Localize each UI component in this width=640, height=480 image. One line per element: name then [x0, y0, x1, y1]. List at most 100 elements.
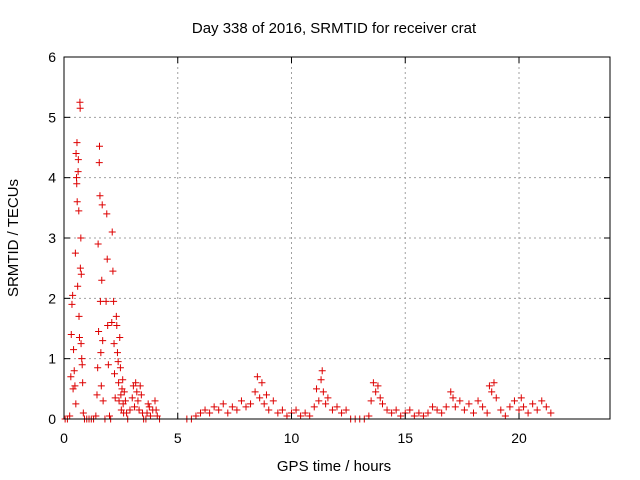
data-point [66, 412, 74, 420]
data-point [73, 198, 81, 206]
data-point [242, 403, 250, 411]
data-point [72, 400, 80, 408]
data-point [313, 385, 321, 393]
data-point [388, 409, 396, 417]
data-point [75, 334, 83, 342]
data-point [315, 397, 323, 405]
data-point [104, 321, 112, 329]
y-tick-label: 0 [48, 411, 56, 427]
data-point [228, 403, 236, 411]
data-point [317, 376, 325, 384]
data-point [94, 364, 102, 372]
data-point [112, 312, 120, 320]
data-point [121, 397, 129, 405]
data-point [456, 397, 464, 405]
data-point [297, 412, 305, 420]
y-tick-label: 4 [48, 170, 56, 186]
data-point [542, 403, 550, 411]
data-point [109, 267, 117, 275]
data-point [533, 406, 541, 414]
data-point [134, 397, 142, 405]
data-point [324, 394, 332, 402]
data-point [73, 174, 81, 182]
data-point [520, 403, 528, 411]
data-point [133, 388, 141, 396]
data-point [433, 406, 441, 414]
x-tick-label: 10 [284, 430, 300, 446]
data-point [369, 379, 377, 387]
x-tick-label: 20 [511, 430, 527, 446]
data-point [70, 367, 78, 375]
data-point [233, 406, 241, 414]
y-tick-label: 6 [48, 49, 56, 65]
data-point [392, 406, 400, 414]
data-point [460, 406, 468, 414]
data-point [115, 397, 123, 405]
data-point [77, 340, 85, 348]
data-point [115, 379, 123, 387]
data-point [210, 403, 218, 411]
data-point [278, 406, 286, 414]
data-point [219, 400, 227, 408]
data-point [485, 382, 493, 390]
data-point [376, 394, 384, 402]
data-point [76, 104, 84, 112]
data-point [116, 364, 124, 372]
data-point [470, 409, 477, 417]
data-point [322, 400, 330, 408]
data-point [524, 409, 532, 417]
data-point [145, 403, 153, 411]
y-tick-label: 2 [48, 290, 56, 306]
data-point [72, 150, 80, 158]
y-tick-label: 3 [48, 230, 56, 246]
data-point [419, 412, 427, 420]
data-point [251, 388, 259, 396]
data-point [92, 412, 100, 420]
data-point [137, 391, 145, 399]
data-point [447, 388, 455, 396]
data-point [93, 391, 101, 399]
data-points [61, 98, 555, 423]
data-point [333, 403, 341, 411]
data-point [258, 379, 266, 387]
data-point [74, 156, 82, 164]
data-point [96, 192, 104, 200]
data-point [99, 397, 107, 405]
data-point [319, 388, 327, 396]
data-point [95, 159, 103, 167]
data-point [69, 385, 77, 393]
data-point [77, 234, 85, 242]
data-point [99, 337, 107, 345]
data-point [342, 406, 350, 414]
data-point [79, 379, 87, 387]
data-point [116, 334, 124, 342]
data-point [490, 379, 498, 387]
chart-title: Day 338 of 2016, SRMTID for receiver cra… [192, 20, 477, 37]
data-point [144, 400, 152, 408]
data-point [74, 168, 82, 176]
data-point [117, 391, 125, 399]
data-point [367, 397, 375, 405]
data-point [128, 394, 136, 402]
data-point [529, 400, 537, 408]
data-point [110, 297, 118, 305]
data-point [73, 180, 81, 188]
data-point [269, 397, 277, 405]
data-point [224, 409, 232, 417]
data-point [151, 397, 159, 405]
data-point [253, 373, 261, 381]
data-point [103, 210, 111, 218]
data-point [474, 397, 482, 405]
data-point [465, 400, 473, 408]
data-point [256, 394, 264, 402]
data-point [123, 409, 131, 417]
data-point [318, 367, 326, 375]
data-point [274, 409, 282, 417]
data-point [108, 318, 116, 326]
data-point [197, 409, 204, 417]
data-point [70, 346, 78, 354]
x-tick-label: 5 [174, 430, 182, 446]
data-point [201, 406, 209, 414]
data-point [479, 403, 487, 411]
